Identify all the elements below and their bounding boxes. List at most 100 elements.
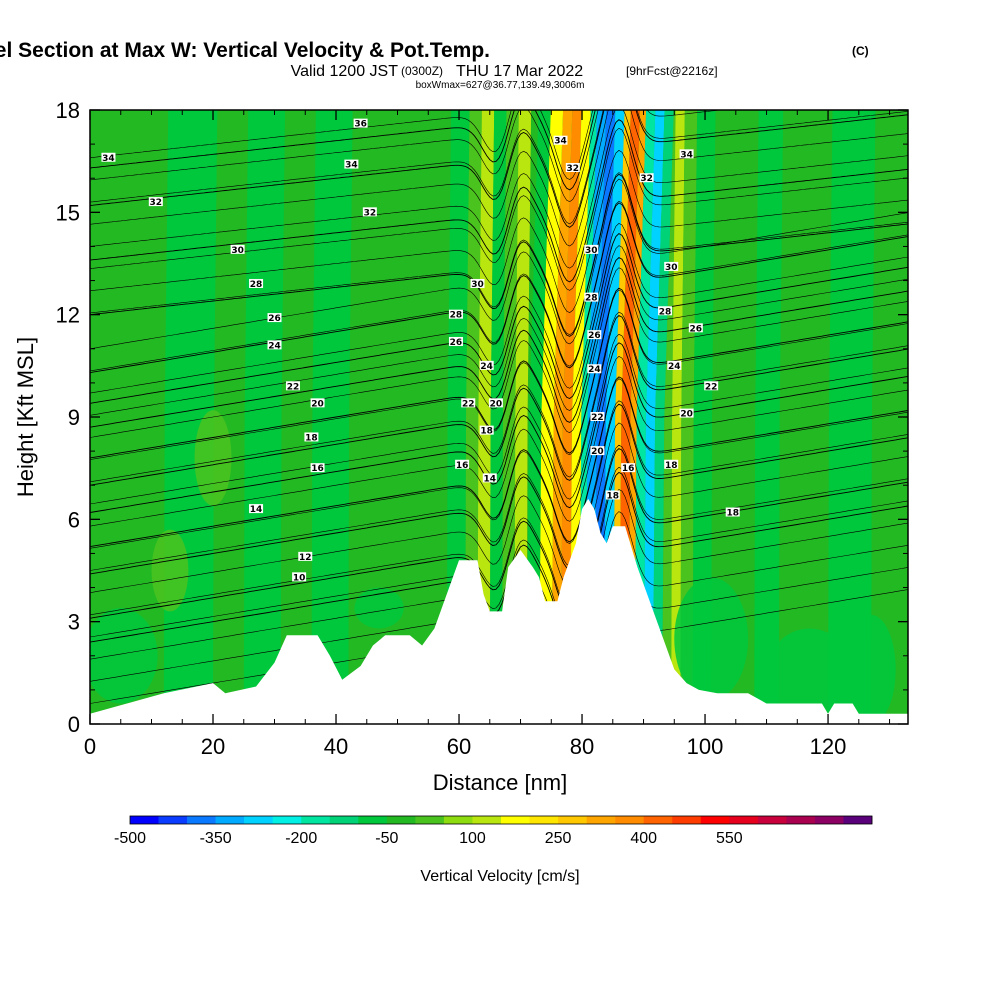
contour-theta-26 bbox=[90, 233, 908, 404]
y-tick-label: 0 bbox=[68, 712, 80, 737]
colorbar-tick-label: -350 bbox=[200, 830, 232, 847]
contour-label-34: 34 bbox=[344, 159, 359, 171]
svg-text:34: 34 bbox=[102, 154, 115, 164]
contour-label-30: 30 bbox=[584, 244, 599, 256]
svg-text:20: 20 bbox=[311, 399, 324, 409]
contour-minor-4 bbox=[90, 466, 908, 638]
svg-text:16: 16 bbox=[622, 464, 635, 474]
svg-text:22: 22 bbox=[591, 413, 604, 423]
contour-label-28: 28 bbox=[584, 292, 599, 304]
subtitle-date: THU 17 Mar 2022 bbox=[456, 63, 583, 80]
contour-label-32: 32 bbox=[148, 197, 163, 208]
contour-label-26: 26 bbox=[587, 330, 602, 341]
colorbar-label: Vertical Velocity [cm/s] bbox=[420, 868, 579, 885]
contour-label-16: 16 bbox=[310, 463, 325, 474]
velocity-patch-4 bbox=[674, 577, 749, 701]
svg-text:10: 10 bbox=[293, 573, 306, 583]
colorbar-swatch bbox=[415, 816, 445, 824]
contour-label-18: 18 bbox=[725, 507, 740, 519]
contour-label-30: 30 bbox=[230, 244, 245, 256]
svg-text:24: 24 bbox=[588, 365, 601, 375]
svg-text:24: 24 bbox=[668, 362, 681, 372]
contour-label-20: 20 bbox=[679, 408, 694, 420]
colorbar-swatch bbox=[187, 816, 216, 824]
svg-text:18: 18 bbox=[665, 461, 678, 471]
contour-minor-10 bbox=[90, 333, 908, 505]
velocity-patch-3 bbox=[846, 614, 896, 724]
colorbar-swatch bbox=[643, 816, 673, 824]
contour-theta-18 bbox=[90, 342, 908, 513]
colorbar-swatch bbox=[358, 816, 388, 824]
velocity-patch-5 bbox=[194, 410, 232, 506]
colorbar-swatch bbox=[501, 816, 530, 824]
contour-label-14: 14 bbox=[249, 504, 264, 515]
contour-minor-15 bbox=[90, 223, 908, 394]
contour-minor-20 bbox=[90, 127, 908, 291]
svg-text:26: 26 bbox=[450, 338, 463, 348]
colorbar-swatch bbox=[329, 816, 359, 824]
colorbar-tick-label: 400 bbox=[630, 830, 657, 847]
contour-minor-17 bbox=[90, 178, 908, 350]
contour-theta-20 bbox=[90, 314, 908, 486]
svg-text:20: 20 bbox=[680, 410, 693, 420]
contour-theta-34 bbox=[90, 110, 908, 228]
velocity-band-7 bbox=[385, 110, 452, 724]
svg-text:28: 28 bbox=[450, 311, 463, 321]
svg-text:30: 30 bbox=[665, 263, 678, 273]
contour-theta-22 bbox=[90, 287, 908, 459]
velocity-band-34 bbox=[754, 110, 784, 724]
velocity-patch-1 bbox=[354, 587, 404, 629]
contour-label-34: 34 bbox=[101, 152, 116, 164]
svg-text:24: 24 bbox=[480, 362, 493, 372]
svg-text:28: 28 bbox=[250, 280, 263, 290]
colorbar-swatch bbox=[729, 816, 759, 824]
contour-minor-19 bbox=[90, 150, 908, 313]
svg-text:12: 12 bbox=[299, 553, 312, 563]
velocity-patch-2 bbox=[766, 628, 853, 718]
contour-label-36: 36 bbox=[353, 118, 368, 130]
svg-text:34: 34 bbox=[680, 150, 693, 160]
colorbar-swatch bbox=[615, 816, 644, 824]
x-tick-label: 40 bbox=[324, 734, 348, 759]
svg-text:30: 30 bbox=[231, 246, 244, 256]
colorbar-swatch bbox=[472, 816, 502, 824]
x-tick-label: 100 bbox=[687, 734, 724, 759]
contour-label-18: 18 bbox=[605, 490, 620, 501]
colorbar-tick-label: -200 bbox=[285, 830, 317, 847]
svg-text:20: 20 bbox=[490, 399, 503, 409]
contour-label-20: 20 bbox=[310, 398, 325, 409]
contour-minor-6 bbox=[90, 422, 908, 593]
subtitle-valid-time: Valid 1200 JST bbox=[291, 63, 399, 80]
y-tick-label: 9 bbox=[68, 405, 80, 430]
contour-label-34: 34 bbox=[553, 135, 568, 147]
contour-theta-24 bbox=[90, 256, 908, 428]
colorbar-tick-label: -50 bbox=[375, 830, 398, 847]
velocity-patches bbox=[90, 410, 896, 724]
velocity-patch-6 bbox=[151, 529, 189, 612]
contour-label-22: 22 bbox=[461, 398, 476, 409]
velocity-band-3 bbox=[243, 110, 286, 724]
plot-area: 34 32 30 28 26 24 22 20 18 16 14 12 10 36 34 32 30 28 26 24… bbox=[90, 110, 908, 724]
x-tick-label: 20 bbox=[201, 734, 225, 759]
contour-theta-14 bbox=[90, 403, 908, 575]
terrain-mask bbox=[90, 498, 908, 724]
copyright-mark: (C) bbox=[852, 44, 869, 58]
x-tick-label: 60 bbox=[447, 734, 471, 759]
svg-text:20: 20 bbox=[591, 447, 604, 457]
contour-label-32: 32 bbox=[362, 207, 377, 218]
contour-minor-9 bbox=[90, 356, 908, 527]
velocity-band-6 bbox=[348, 110, 390, 724]
colorbar-swatch bbox=[215, 816, 245, 824]
contour-minor-21 bbox=[90, 110, 908, 269]
contour-label-34: 34 bbox=[679, 149, 694, 160]
velocity-patch-0 bbox=[90, 608, 158, 704]
contour-label-24: 24 bbox=[667, 360, 682, 372]
svg-text:16: 16 bbox=[311, 464, 324, 474]
contour-label-14: 14 bbox=[482, 473, 497, 484]
svg-text:16: 16 bbox=[456, 461, 469, 471]
svg-text:26: 26 bbox=[268, 314, 281, 324]
contour-label-26: 26 bbox=[448, 336, 463, 348]
contour-label-24: 24 bbox=[587, 364, 602, 375]
colorbar-swatch bbox=[843, 816, 873, 824]
colorbar: -500 -350 -200 -50 100 250 400 550 bbox=[114, 815, 873, 847]
